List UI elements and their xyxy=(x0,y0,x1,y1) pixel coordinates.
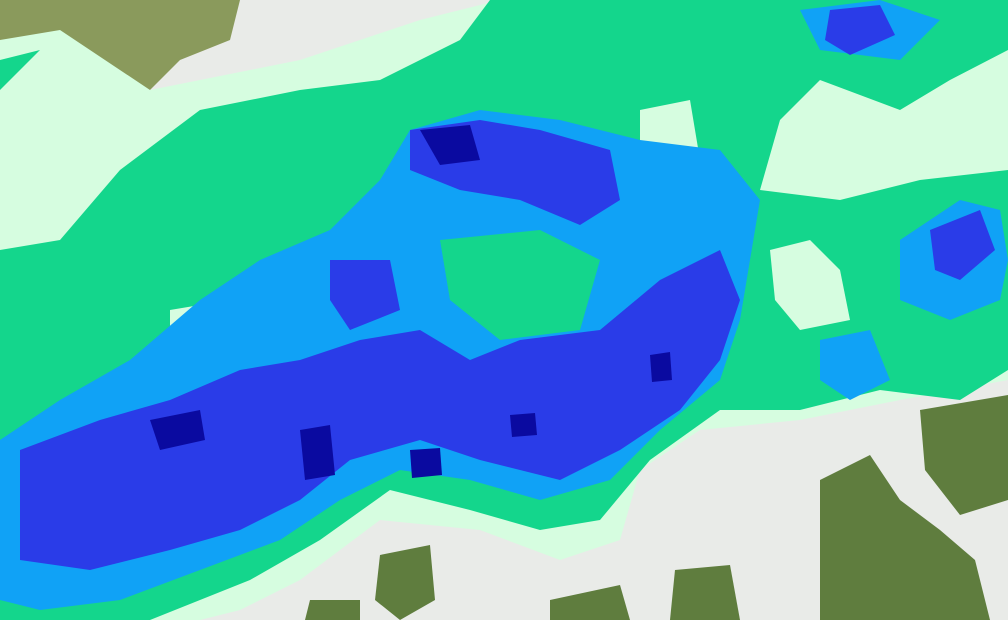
precip-level-1-hole xyxy=(770,240,850,330)
terrain-patch xyxy=(920,395,1008,515)
precip-level-5 xyxy=(420,125,480,165)
precip-level-2-hole xyxy=(440,230,600,340)
terrain-patch xyxy=(375,545,435,620)
precip-level-4 xyxy=(20,250,740,570)
terrain-patch xyxy=(670,565,740,620)
precip-level-4 xyxy=(825,5,895,55)
precip-level-5 xyxy=(410,448,442,478)
terrain-patch xyxy=(550,585,630,620)
precip-level-4 xyxy=(330,260,400,330)
precip-level-5 xyxy=(510,413,537,437)
precip-level-4 xyxy=(930,210,995,280)
terrain-patch xyxy=(820,455,990,620)
precip-level-5 xyxy=(300,425,335,480)
terrain-patch xyxy=(305,600,360,620)
precip-level-3 xyxy=(820,330,890,400)
precip-level-5 xyxy=(650,352,672,382)
precip-level-5 xyxy=(150,410,205,450)
